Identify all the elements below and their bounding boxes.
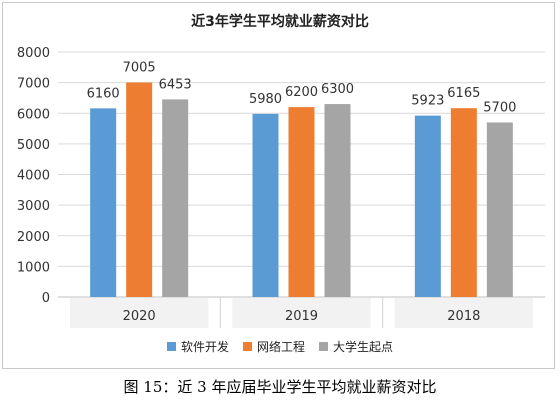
y-tick-label: 8000: [17, 46, 50, 61]
data-label: 6300: [321, 82, 354, 97]
data-label: 5700: [483, 100, 516, 115]
chart-title: 近3年学生平均就业薪资对比: [191, 13, 369, 30]
chart-legend: 软件开发 网络工程 大学生起点: [0, 338, 560, 355]
x-tick-label: 2020: [123, 309, 156, 324]
legend-item: 大学生起点: [319, 338, 393, 355]
x-category-band: [232, 298, 371, 328]
legend-label: 大学生起点: [333, 340, 394, 354]
legend-swatch: [166, 342, 176, 351]
data-label: 6453: [159, 77, 192, 92]
legend-label: 网络工程: [256, 340, 305, 354]
figure-caption: 图 15：近 3 年应届毕业学生平均就业薪资对比: [123, 378, 437, 396]
bar: [486, 122, 513, 297]
y-tick-label: 0: [42, 291, 50, 306]
y-tick-label: 2000: [17, 230, 50, 245]
y-tick-label: 4000: [17, 169, 50, 184]
legend-item: 软件开发: [166, 338, 229, 355]
x-tick-label: 2019: [285, 309, 318, 324]
bar: [90, 108, 117, 297]
bar: [414, 115, 441, 297]
legend-item: 网络工程: [242, 338, 305, 355]
legend-swatch: [319, 342, 328, 351]
bar: [288, 107, 315, 297]
y-tick-label: 3000: [17, 199, 50, 214]
data-label: 6200: [285, 85, 318, 100]
data-label: 6160: [87, 86, 120, 101]
legend-label: 软件开发: [180, 340, 229, 354]
bar-chart: 近3年学生平均就业薪资对比 0 1000 2000 3000 4000 5000 6000 7…: [17, 13, 545, 328]
bar: [324, 104, 351, 297]
legend-swatch: [242, 342, 252, 351]
x-category-band: [70, 298, 209, 328]
bar: [126, 82, 153, 297]
bar: [252, 113, 279, 297]
data-label: 6165: [447, 86, 480, 101]
y-tick-label: 6000: [17, 107, 50, 122]
data-label: 5980: [249, 92, 282, 107]
data-label: 5923: [411, 94, 444, 109]
bar: [162, 99, 189, 297]
y-tick-label: 5000: [17, 138, 50, 153]
x-category-band: [394, 298, 533, 328]
y-tick-label: 1000: [17, 260, 50, 275]
data-label: 7005: [123, 60, 156, 75]
y-tick-label: 7000: [17, 77, 50, 92]
x-tick-label: 2018: [447, 309, 480, 324]
bar: [450, 108, 477, 298]
